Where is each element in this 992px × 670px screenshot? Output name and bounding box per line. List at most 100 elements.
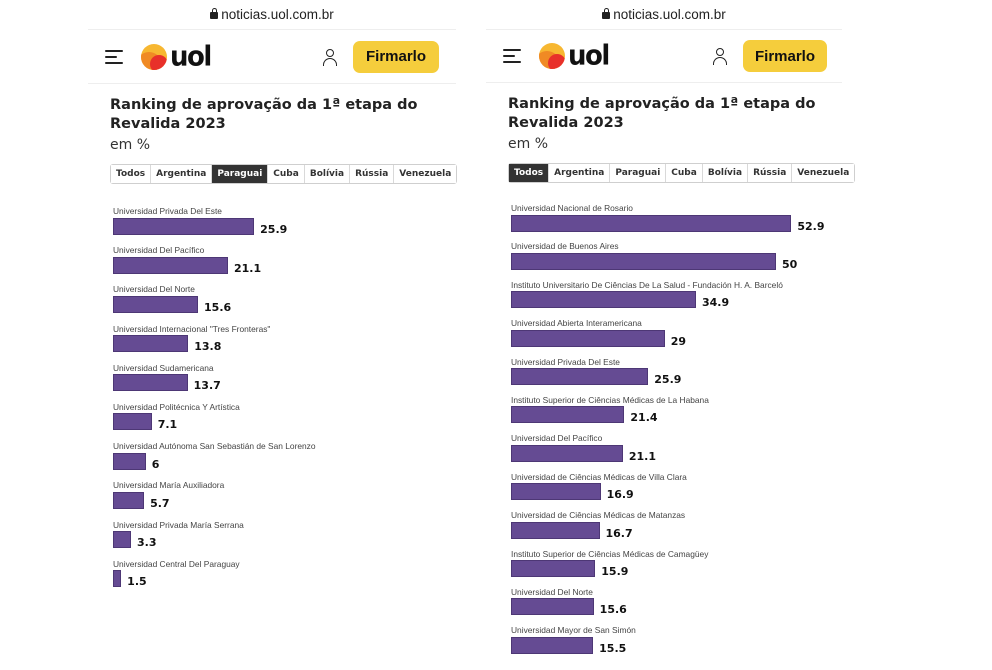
bar[interactable] bbox=[511, 483, 601, 501]
bar-category-label: Universidad de Ciências Médicas de Matan… bbox=[511, 510, 686, 521]
user-icon[interactable] bbox=[323, 48, 337, 66]
tab-paraguai[interactable]: Paraguai bbox=[212, 165, 269, 183]
uol-logo[interactable]: uol bbox=[539, 40, 610, 72]
bar-row: 13.7 bbox=[110, 374, 456, 392]
url-bar[interactable]: noticias.uol.com.br bbox=[88, 0, 456, 30]
url-bar[interactable]: noticias.uol.com.br bbox=[486, 0, 842, 30]
tab-cuba[interactable]: Cuba bbox=[666, 164, 703, 182]
lock-icon bbox=[210, 8, 219, 19]
chart-title: Ranking de aprovação da 1ª etapa do Reva… bbox=[110, 97, 418, 132]
bar-value-label: 13.8 bbox=[194, 340, 222, 354]
bar-item: Universidad Politécnica Y Artística 7.1 bbox=[110, 402, 456, 441]
bar-row: 21.1 bbox=[110, 256, 456, 275]
bar-item: Universidad Central Del Paraguay 1.5 bbox=[110, 559, 456, 598]
bar-row: 15.5 bbox=[508, 636, 842, 655]
bar[interactable] bbox=[113, 531, 131, 548]
bar-value-label: 21.4 bbox=[630, 411, 658, 425]
bar[interactable] bbox=[113, 335, 189, 353]
uol-logo-text: uol bbox=[568, 40, 610, 72]
bar[interactable] bbox=[511, 252, 776, 270]
bar-item: Universidad Internacional "Tres Frontera… bbox=[110, 324, 456, 363]
uol-logo-icon bbox=[539, 43, 565, 69]
tab-argentina[interactable]: Argentina bbox=[151, 165, 213, 183]
bar[interactable] bbox=[113, 217, 255, 235]
bar-category-label: Universidad de Buenos Aires bbox=[511, 241, 619, 252]
bar-category-label: Universidad Internacional "Tres Frontera… bbox=[113, 323, 271, 334]
bar-row: 25.9 bbox=[508, 368, 842, 386]
hamburger-menu-icon[interactable] bbox=[503, 49, 521, 63]
bar-category-label: Universidad Privada María Serrana bbox=[113, 519, 244, 530]
bar[interactable] bbox=[113, 295, 199, 313]
tab-todos[interactable]: Todos bbox=[111, 165, 152, 183]
screenshot-left: noticias.uol.com.br uol Firmarlo Ranking… bbox=[88, 0, 458, 598]
bar-value-label: 21.1 bbox=[233, 261, 262, 275]
bar[interactable] bbox=[113, 491, 145, 509]
bar-value-label: 25.9 bbox=[654, 373, 682, 387]
bar-value-label: 15.6 bbox=[599, 603, 627, 617]
bar-category-label: Instituto Superior de Ciências Médicas d… bbox=[511, 394, 709, 405]
tab-russia[interactable]: Rússia bbox=[748, 164, 793, 182]
tab-russia[interactable]: Rússia bbox=[350, 165, 395, 183]
bar-category-label: Universidad María Auxiliadora bbox=[113, 480, 225, 491]
bar[interactable] bbox=[113, 413, 152, 431]
bar-value-label: 13.7 bbox=[193, 379, 221, 393]
bar-category-label: Universidad Central Del Paraguay bbox=[113, 558, 240, 569]
bar-category-label: Universidad Nacional de Rosario bbox=[511, 203, 633, 213]
bar-item: Universidad de Buenos Aires 50 bbox=[508, 241, 842, 279]
hamburger-menu-icon[interactable] bbox=[105, 49, 123, 64]
chart-subtitle: em % bbox=[508, 136, 549, 152]
bar-row: 25.9 bbox=[110, 217, 456, 236]
bar-item: Universidad Sudamericana 13.7 bbox=[110, 363, 456, 402]
bar-category-label: Universidad Privada Del Este bbox=[511, 356, 620, 367]
bar[interactable] bbox=[511, 598, 594, 616]
bar-value-label: 15.5 bbox=[599, 641, 627, 655]
country-tabs: Todos Argentina Paraguai Cuba Bolívia Rússia V… bbox=[110, 164, 458, 184]
bar-row: 13.8 bbox=[110, 335, 456, 353]
bar[interactable] bbox=[113, 256, 228, 274]
bar-value-label: 50 bbox=[782, 257, 798, 271]
bar[interactable] bbox=[113, 452, 146, 470]
bar[interactable] bbox=[511, 406, 625, 424]
bar-row: 15.9 bbox=[508, 560, 842, 578]
tab-bolivia[interactable]: Bolívia bbox=[702, 164, 749, 182]
uol-logo[interactable]: uol bbox=[141, 41, 212, 72]
bar-item: Universidad Privada María Serrana 3.3 bbox=[110, 520, 456, 559]
site-header: uol Firmarlo bbox=[88, 30, 456, 84]
bar[interactable] bbox=[113, 570, 122, 588]
tab-venezuela[interactable]: Venezuela bbox=[792, 164, 855, 182]
bar-item: Universidad Privada Del Este 25.9 bbox=[508, 357, 842, 395]
bar[interactable] bbox=[511, 444, 623, 462]
bar[interactable] bbox=[511, 291, 696, 309]
bar-value-label: 5.7 bbox=[150, 496, 170, 510]
bar-item: Universidad Del Norte 15.6 bbox=[508, 587, 842, 625]
bar-value-label: 1.5 bbox=[127, 575, 147, 589]
bar-category-label: Universidad Del Pacífico bbox=[511, 433, 603, 444]
tab-venezuela[interactable]: Venezuela bbox=[394, 165, 457, 183]
tab-todos[interactable]: Todos bbox=[509, 164, 550, 182]
bar[interactable] bbox=[113, 374, 188, 392]
firmarlo-button[interactable]: Firmarlo bbox=[353, 40, 439, 73]
bar-category-label: Universidad Del Pacífico bbox=[113, 245, 205, 256]
country-tabs: Todos Argentina Paraguai Cuba Bolívia Rússia V… bbox=[508, 163, 856, 183]
bar-item: Instituto Superior de Ciências Médicas d… bbox=[508, 395, 842, 433]
bar-chart: Universidad Nacional de Rosario 52.9 Unive… bbox=[508, 203, 842, 664]
tab-argentina[interactable]: Argentina bbox=[549, 164, 611, 182]
bar-row: 6 bbox=[110, 452, 456, 471]
uol-logo-icon bbox=[141, 43, 167, 70]
bar[interactable] bbox=[511, 214, 792, 232]
tab-bolivia[interactable]: Bolívia bbox=[304, 165, 351, 183]
bar-value-label: 21.1 bbox=[628, 449, 656, 463]
bar-item: Universidad Nacional de Rosario 52.9 bbox=[508, 203, 842, 241]
tab-cuba[interactable]: Cuba bbox=[268, 165, 305, 183]
bar[interactable] bbox=[511, 521, 600, 539]
tab-paraguai[interactable]: Paraguai bbox=[610, 164, 667, 182]
bar[interactable] bbox=[511, 560, 596, 578]
firmarlo-button[interactable]: Firmarlo bbox=[743, 40, 827, 72]
bar[interactable] bbox=[511, 368, 649, 386]
bar[interactable] bbox=[511, 329, 665, 347]
bar-item: Universidad de Ciências Médicas de Villa… bbox=[508, 472, 842, 510]
bar-item: Universidad de Ciências Médicas de Matan… bbox=[508, 510, 842, 548]
user-icon[interactable] bbox=[713, 48, 727, 65]
bar-value-label: 6 bbox=[151, 457, 160, 471]
bar[interactable] bbox=[511, 636, 594, 654]
